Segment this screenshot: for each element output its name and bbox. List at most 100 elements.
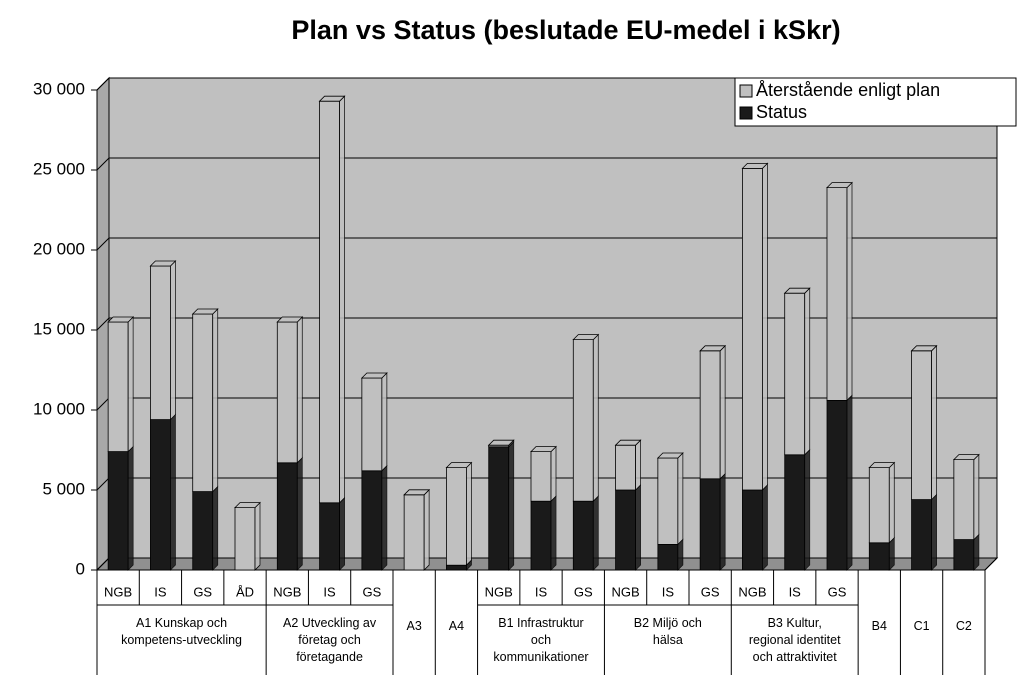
bar-side [888,461,895,544]
bar-top [445,462,473,469]
bar-top [403,489,431,496]
bar-segment [276,462,298,571]
bar-segment [572,500,594,571]
grid-line [96,157,997,171]
bar-side [846,181,853,402]
bar-side [508,440,515,571]
bar-top [487,439,515,446]
group-label: A3 [406,619,422,633]
bar-segment [530,500,552,571]
group-label: B1 Infrastruktur och kommunikationer [493,616,589,664]
floor-edge [984,557,998,571]
group-label: A1 Kunskap och kompetens-utveckling [121,616,243,647]
bar-side [888,536,895,571]
bar-top [910,345,938,352]
bar-segment [615,489,636,571]
x-tick-label: GS [828,584,847,599]
bar-side [381,372,388,472]
bar-side [466,461,472,567]
y-tick-label: 0 [76,559,85,578]
bar-segment [868,542,890,571]
x-tick-label: IS [535,584,548,599]
bar-top [234,502,261,509]
bar-side [254,501,261,571]
bar-segment [150,265,171,421]
bar-top [699,345,727,352]
bar-top [318,95,346,102]
bar-segment [488,446,510,571]
grid-line [96,237,997,251]
bar-side [762,484,768,571]
bar-segment [784,292,806,456]
x-tick-label: IS [662,584,675,599]
bar-segment [826,399,848,571]
bar-top [107,316,135,323]
group-label: C1 [913,619,930,633]
legend-box [734,77,1017,127]
x-tick-label: GS [193,584,212,599]
bar-segment [699,350,721,480]
x-tick-label: NGB [485,584,513,599]
bar-segment [657,544,679,571]
legend-swatch [739,106,753,120]
bar-segment [150,419,171,571]
bar-side [804,287,811,456]
x-tick-label: GS [574,584,593,599]
x-tick-label: NGB [273,584,301,599]
group-label: A2 Utveckling av företag och företagande [283,616,377,664]
legend-swatch [739,84,753,98]
bar-side [550,445,557,503]
bar-segment [361,470,383,571]
bar-segment [911,350,932,500]
bar-segment [868,467,890,544]
bar-side [212,308,219,493]
bar-segment [276,321,298,464]
bar-side [762,162,768,491]
bar-segment [446,467,467,566]
chart-title: Plan vs Status (beslutade EU-medel i kSk… [291,15,840,45]
bar-side [635,484,641,571]
bar-segment [699,478,721,571]
bar-side [592,333,599,503]
bar-top [656,452,684,459]
bar-segment [107,451,129,571]
bar-side [170,260,176,421]
bar-side [973,533,980,571]
y-tick-label: 25 000 [33,159,85,178]
bar-side [339,95,345,504]
bar-segment [784,454,806,571]
bar-side [381,464,388,571]
bar-segment [192,491,214,571]
x-tick-label: IS [154,584,167,599]
x-tick-label: ÅD [236,584,254,599]
bar-side [550,495,557,571]
grid-line [96,77,997,91]
bar-segment [361,377,383,472]
bar-side [296,316,303,464]
bar-side [423,488,430,571]
bar-side [846,394,853,571]
bar-side [127,316,134,453]
bar-segment [657,457,679,545]
bar-top [868,462,896,469]
grid-line [96,317,997,331]
bar-top [276,316,304,323]
bar-segment [403,494,425,571]
x-tick-label: GS [362,584,381,599]
bar-segment [953,539,975,571]
y-tick-label: 15 000 [33,319,85,338]
group-label: B2 Miljö och hälsa [633,616,702,647]
y-tick-label: 5 000 [42,479,85,498]
x-tick-label: IS [789,584,802,599]
bar-side [127,445,134,571]
bar-side [931,493,937,571]
bar-side [973,453,980,541]
bar-top [952,454,980,461]
bar-side [296,456,303,571]
bar-top [614,439,642,446]
group-label: C2 [955,619,972,633]
bar-side [677,452,684,546]
bar-top [530,446,557,453]
